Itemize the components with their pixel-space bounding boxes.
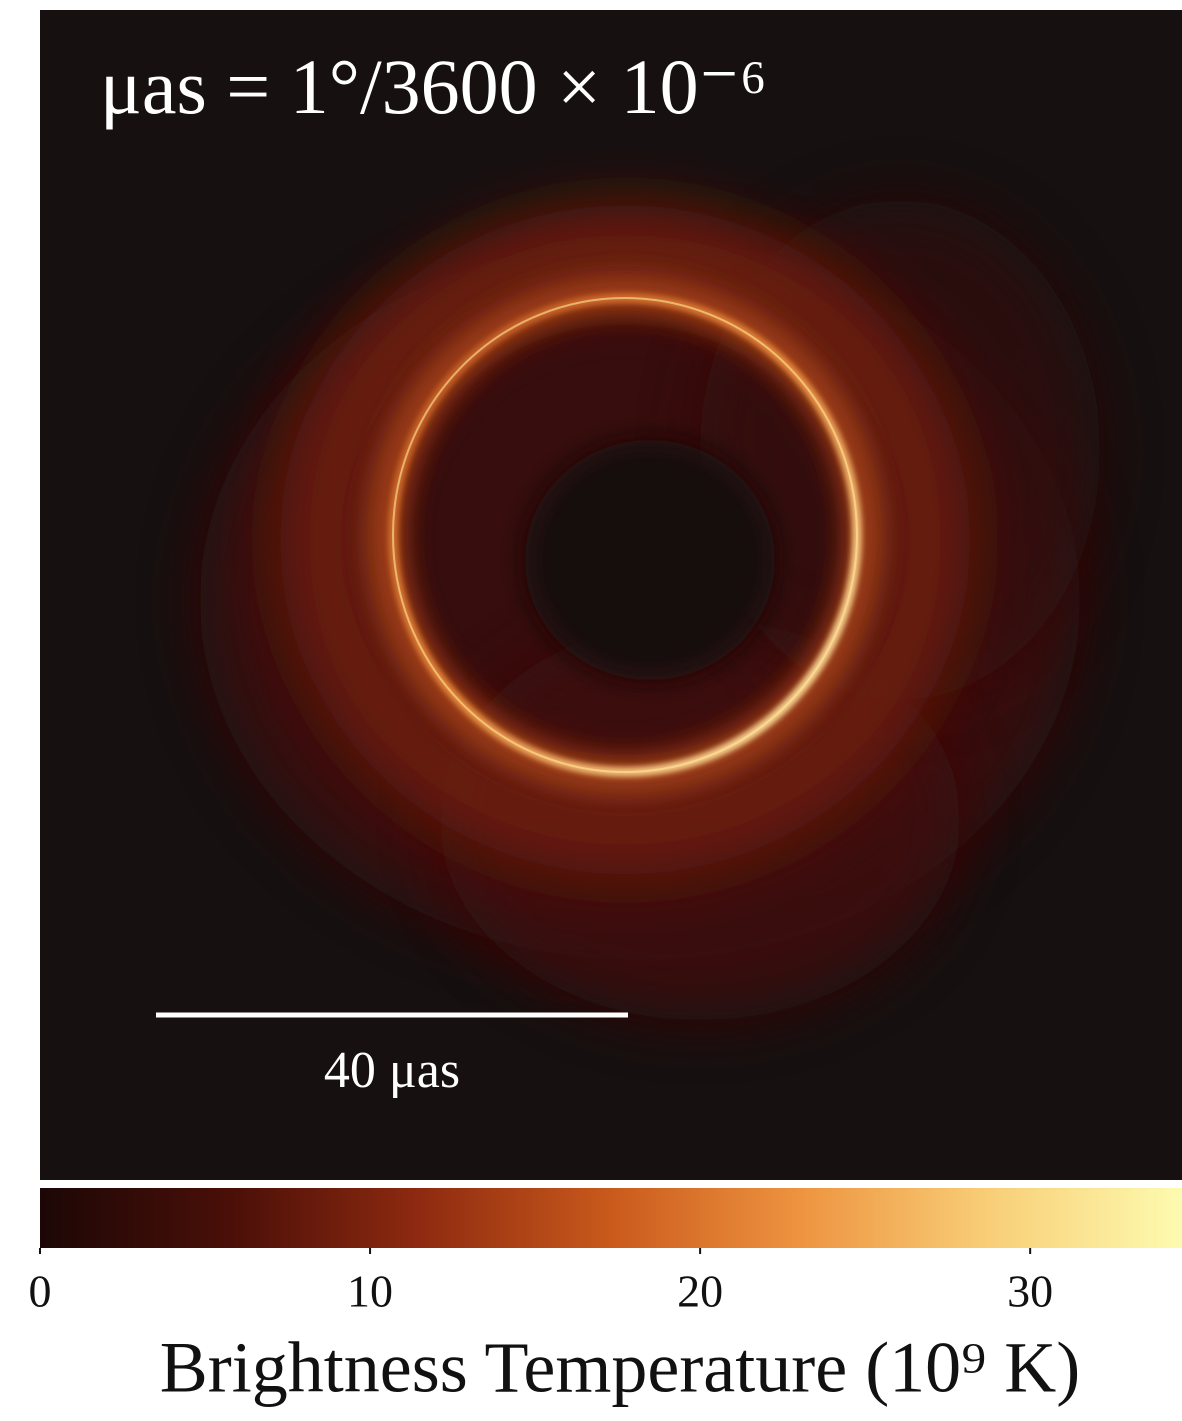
colorbar-scale — [40, 1188, 1182, 1248]
separator — [40, 1180, 1182, 1188]
colorbar-tick-label: 30 — [1007, 1266, 1053, 1317]
annotation: μas = 1°/3600 × 10⁻⁶ — [100, 43, 767, 130]
colorbar-label: Brightness Temperature (10⁹ K) — [160, 1328, 1081, 1408]
scale-bar-label: 40 μas — [324, 1042, 460, 1099]
colorbar: 0 10 20 30 — [29, 1188, 1182, 1317]
figure: μas = 1°/3600 × 10⁻⁶ 40 μas 0 10 20 30 Brig… — [0, 0, 1182, 1421]
colorbar-tick-label: 20 — [677, 1266, 723, 1317]
simulated-image: μas = 1°/3600 × 10⁻⁶ 40 μas — [40, 10, 1182, 1180]
colorbar-tick-label: 0 — [29, 1266, 52, 1317]
colorbar-tick-label: 10 — [347, 1266, 393, 1317]
